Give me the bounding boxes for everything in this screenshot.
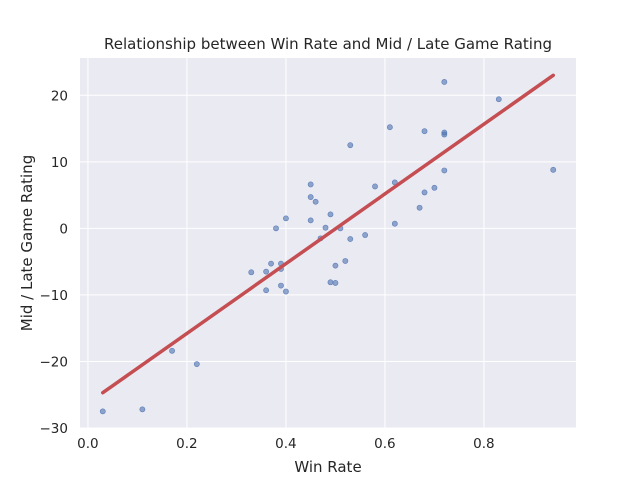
data-point bbox=[263, 287, 270, 294]
data-point bbox=[263, 268, 270, 275]
data-point bbox=[327, 279, 334, 286]
data-point bbox=[307, 181, 314, 188]
data-point bbox=[342, 258, 349, 264]
data-point bbox=[283, 288, 289, 295]
data-point bbox=[386, 124, 393, 131]
data-point bbox=[312, 198, 319, 205]
data-point bbox=[421, 128, 428, 135]
fit-line bbox=[101, 73, 555, 395]
data-point bbox=[441, 131, 448, 138]
y-axis-label: Mid / Late Game Rating bbox=[18, 155, 36, 331]
data-point bbox=[362, 232, 369, 238]
y-tick-label: −20 bbox=[40, 354, 69, 370]
y-tick-label: −10 bbox=[40, 288, 69, 304]
data-point bbox=[307, 217, 314, 224]
data-point bbox=[421, 189, 428, 196]
y-tick-label: 0 bbox=[59, 221, 68, 237]
data-points bbox=[99, 79, 557, 415]
data-point bbox=[322, 224, 329, 231]
data-point bbox=[248, 269, 255, 276]
x-axis-ticks: 0.0 0.2 0.4 0.6 0.8 bbox=[77, 436, 494, 452]
data-point bbox=[347, 142, 354, 149]
x-tick-label: 0.2 bbox=[176, 436, 197, 452]
data-point bbox=[273, 225, 279, 232]
x-tick-label: 0.6 bbox=[374, 436, 395, 452]
plot-area bbox=[80, 58, 576, 428]
data-point bbox=[169, 347, 175, 354]
data-point bbox=[278, 282, 284, 289]
data-point bbox=[391, 220, 398, 227]
y-tick-label: 10 bbox=[51, 155, 68, 171]
x-tick-label: 0.0 bbox=[77, 436, 98, 452]
data-point bbox=[327, 211, 334, 218]
data-point bbox=[347, 236, 354, 242]
data-point bbox=[99, 408, 106, 415]
fit-line-group bbox=[101, 73, 555, 395]
data-point bbox=[139, 406, 146, 413]
data-point bbox=[283, 215, 289, 222]
y-tick-label: 20 bbox=[51, 88, 68, 104]
data-point bbox=[332, 262, 339, 269]
x-tick-label: 0.8 bbox=[473, 436, 494, 452]
grid-lines bbox=[80, 58, 576, 429]
x-axis-label: Win Rate bbox=[294, 458, 361, 476]
data-point bbox=[416, 204, 423, 211]
y-axis-ticks: −30 −20 −10 0 10 20 bbox=[40, 88, 69, 437]
data-point bbox=[441, 167, 448, 174]
data-point bbox=[431, 184, 438, 191]
data-point bbox=[307, 194, 314, 200]
chart-title: Relationship between Win Rate and Mid / … bbox=[104, 35, 552, 53]
data-point bbox=[495, 96, 502, 103]
data-point bbox=[268, 260, 274, 267]
data-point bbox=[332, 280, 339, 286]
data-point bbox=[372, 183, 378, 190]
y-tick-label: −30 bbox=[40, 421, 69, 437]
data-point bbox=[550, 166, 557, 173]
x-tick-label: 0.4 bbox=[275, 436, 296, 452]
data-point bbox=[193, 361, 200, 368]
data-point bbox=[441, 79, 448, 85]
